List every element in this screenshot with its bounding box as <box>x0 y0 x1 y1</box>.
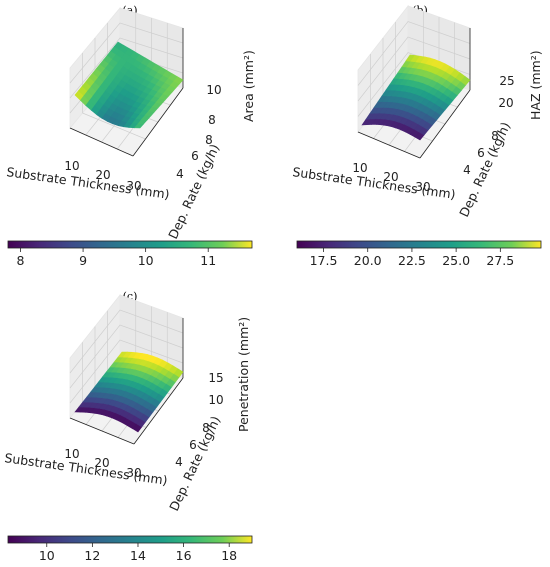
x-tick: 30 <box>126 179 141 193</box>
colorbar: 8 9 10 11 <box>7 240 253 268</box>
y-tick: 8 <box>491 129 499 143</box>
z-tick: 15 <box>208 371 223 385</box>
surface-plot <box>74 351 184 433</box>
surface-cell <box>173 368 184 378</box>
x-tick: 10 <box>64 447 79 461</box>
colorbar-tick-label: 17.5 <box>310 253 338 268</box>
surface-cell <box>460 75 471 86</box>
surface-plot <box>74 41 184 129</box>
y-tick: 4 <box>176 167 184 181</box>
surface-plot <box>361 54 471 141</box>
colorbar-tick-label: 20.0 <box>354 253 382 268</box>
y-tick: 6 <box>189 438 197 452</box>
x-axis-label: Substrate Thickness (mm) <box>292 164 457 202</box>
x-tick: 30 <box>126 466 141 480</box>
x-axis-label: Substrate Thickness (mm) <box>6 164 171 202</box>
z-axis-label: HAZ (mm²) <box>528 50 543 120</box>
colorbar-tick-label: 9 <box>79 253 87 268</box>
y-tick: 8 <box>202 421 210 435</box>
y-tick: 8 <box>205 133 213 147</box>
colorbar-tick-label: 12 <box>84 548 100 563</box>
z-axis-label: Penetration (mm²) <box>236 317 251 432</box>
colorbar: 17.5 20.0 22.5 25.0 27.5 <box>296 240 542 268</box>
colorbar-tick-label: 18 <box>221 548 237 563</box>
x-tick: 20 <box>95 168 110 182</box>
colorbar: 10 12 14 16 18 <box>7 535 253 563</box>
y-tick: 6 <box>191 149 199 163</box>
surface-panel-area: (a) Substrate Thickness (mm) Dep. Rate (… <box>6 4 256 268</box>
x-tick: 10 <box>64 159 79 173</box>
surface-panel-penetration: (c) Substrate Thickness (mm) Dep. Rate (… <box>4 290 253 563</box>
colorbar-tick-label: 10 <box>138 253 154 268</box>
z-tick: 10 <box>208 393 223 407</box>
y-tick: 4 <box>175 455 183 469</box>
z-tick: 25 <box>499 74 514 88</box>
colorbar-tick-label: 10 <box>39 548 55 563</box>
x-tick: 10 <box>352 161 367 175</box>
x-tick: 30 <box>415 180 430 194</box>
x-axis-label: Substrate Thickness (mm) <box>4 450 169 488</box>
colorbar-tick-label: 16 <box>176 548 192 563</box>
x-tick: 20 <box>94 456 109 470</box>
surface-panel-haz: (b) Substrate Thickness (mm) Dep. Rate (… <box>292 4 543 268</box>
colorbar-tick-label: 25.0 <box>442 253 470 268</box>
z-tick: 20 <box>498 96 513 110</box>
y-tick: 6 <box>477 146 485 160</box>
colorbar-tick-label: 22.5 <box>398 253 426 268</box>
colorbar-tick-label: 8 <box>17 253 25 268</box>
surface-cell <box>173 76 184 85</box>
colorbar-tick-label: 14 <box>130 548 146 563</box>
x-tick: 20 <box>383 170 398 184</box>
colorbar-tick-label: 11 <box>200 253 216 268</box>
z-axis-label: Area (mm²) <box>241 50 256 122</box>
colorbar-tick-label: 27.5 <box>486 253 514 268</box>
z-tick: 8 <box>208 113 216 127</box>
z-tick: 10 <box>206 83 221 97</box>
y-tick: 4 <box>463 163 471 177</box>
